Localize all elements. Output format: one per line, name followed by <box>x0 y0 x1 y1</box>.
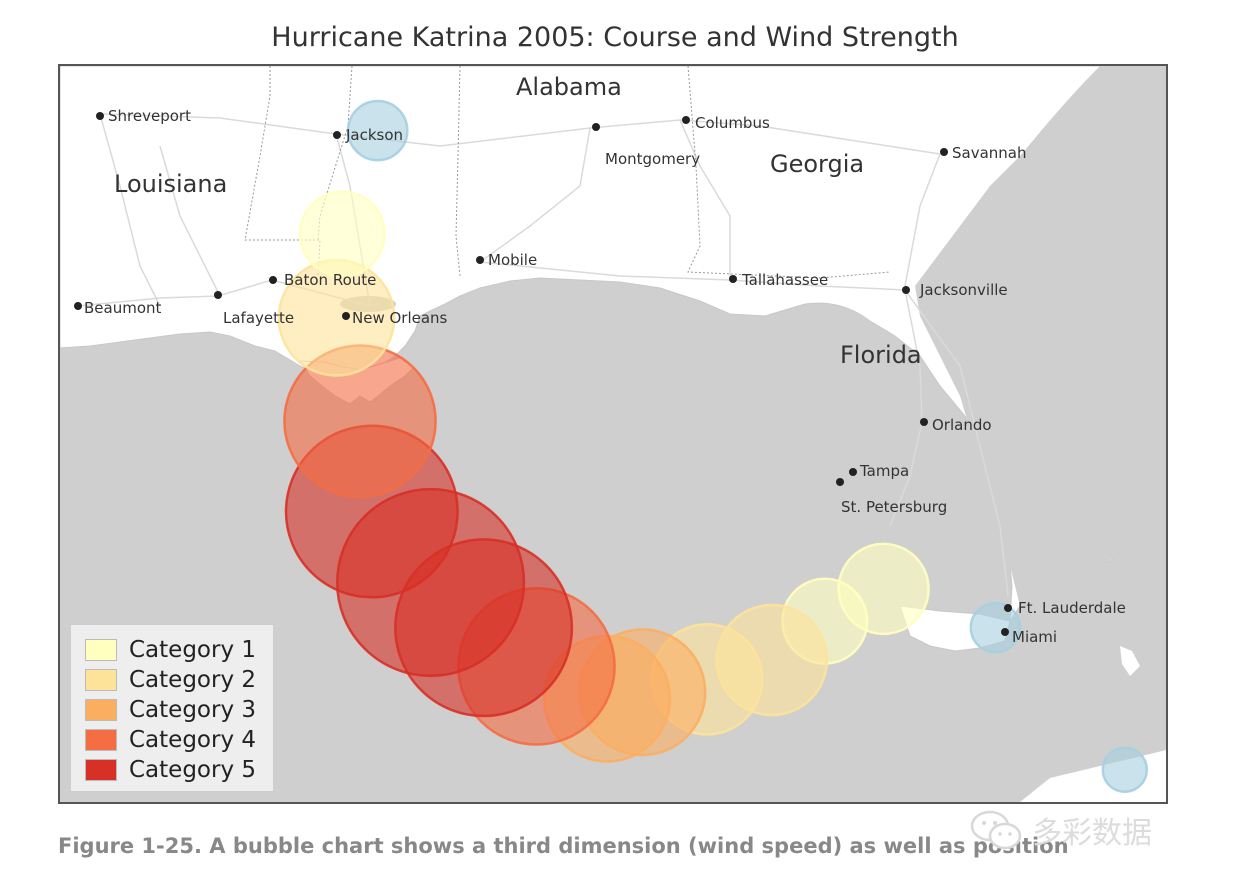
state-labels: Alabama Georgia Louisiana Florida <box>114 73 922 369</box>
city-dot-baton-route <box>269 276 277 284</box>
atlantic-ocean <box>915 66 1166 614</box>
city-label-ft-lauderdale: Ft. Lauderdale <box>1018 599 1126 617</box>
map-canvas[interactable]: Shreveport Jackson Montgomery Columbus S… <box>60 66 1166 802</box>
city-label-tampa: Tampa <box>859 462 909 480</box>
city-label-shreveport: Shreveport <box>108 107 191 125</box>
hurricane-bubble-15 <box>298 190 387 278</box>
state-label-georgia: Georgia <box>770 150 864 178</box>
city-label-miami: Miami <box>1012 628 1057 646</box>
hurricane-bubble-1 <box>1101 746 1149 793</box>
watermark: 多彩数据 <box>970 808 1210 852</box>
watermark-text: 多彩数据 <box>1032 816 1152 851</box>
city-dot-mobile <box>476 256 484 264</box>
city-dot-new-orleans <box>342 312 350 320</box>
city-dot-shreveport <box>96 112 104 120</box>
legend-item-category-5: Category 5 <box>85 755 256 785</box>
legend-swatch-category-5 <box>85 759 117 781</box>
hurricane-bubble-16 <box>346 99 409 162</box>
city-dot-tallahassee <box>729 275 737 283</box>
legend-item-category-4: Category 4 <box>85 725 256 755</box>
figure-caption: Figure 1-25. A bubble chart shows a thir… <box>58 834 1069 858</box>
state-label-louisiana: Louisiana <box>114 170 227 198</box>
legend-label-category-4: Category 4 <box>129 727 257 753</box>
city-dot-savannah <box>940 148 948 156</box>
city-label-jacksonville: Jacksonville <box>919 281 1008 299</box>
city-dot-beaumont <box>74 302 82 310</box>
lake-okeechobee <box>948 532 976 564</box>
legend-item-category-3: Category 3 <box>85 695 256 725</box>
city-dot-columbus <box>682 116 690 124</box>
city-dot-st-petersburg <box>836 478 844 486</box>
city-dot-orlando <box>920 418 928 426</box>
city-dot-tampa <box>849 468 857 476</box>
legend-label-category-5: Category 5 <box>129 757 257 783</box>
legend-swatch-category-1 <box>85 639 117 661</box>
legend-item-category-2: Category 2 <box>85 665 256 695</box>
hurricane-bubble-2 <box>969 601 1022 654</box>
city-label-baton-route: Baton Route <box>284 271 376 289</box>
legend-swatch-category-2 <box>85 669 117 691</box>
city-label-jackson: Jackson <box>345 126 403 144</box>
city-dot-jackson <box>333 131 341 139</box>
city-label-lafayette: Lafayette <box>223 309 294 327</box>
city-markers: Shreveport Jackson Montgomery Columbus S… <box>74 107 1126 646</box>
legend-swatch-category-4 <box>85 729 117 751</box>
legend: Category 1 Category 2 Category 3 Categor… <box>70 624 274 792</box>
wechat-icon <box>970 810 1022 850</box>
hurricane-track <box>277 99 1149 793</box>
chart-title: Hurricane Katrina 2005: Course and Wind … <box>271 22 959 53</box>
city-label-savannah: Savannah <box>952 144 1027 162</box>
legend-label-category-3: Category 3 <box>129 697 257 723</box>
legend-item-category-1: Category 1 <box>85 635 256 665</box>
city-label-mobile: Mobile <box>488 251 537 269</box>
state-label-florida: Florida <box>840 341 922 369</box>
state-label-alabama: Alabama <box>516 73 622 101</box>
city-label-beaumont: Beaumont <box>84 299 162 317</box>
bahamas <box>1120 646 1140 676</box>
city-dot-lafayette <box>214 291 222 299</box>
legend-swatch-category-3 <box>85 699 117 721</box>
city-label-tallahassee: Tallahassee <box>741 271 828 289</box>
city-label-st-petersburg: St. Petersburg <box>841 498 947 516</box>
city-dot-montgomery <box>592 123 600 131</box>
legend-label-category-2: Category 2 <box>129 667 257 693</box>
city-label-orlando: Orlando <box>932 416 992 434</box>
city-dot-ft-lauderdale <box>1004 604 1012 612</box>
city-label-montgomery: Montgomery <box>605 150 700 168</box>
city-label-columbus: Columbus <box>695 114 770 132</box>
city-dot-jacksonville <box>902 286 910 294</box>
city-dot-miami <box>1001 628 1009 636</box>
legend-label-category-1: Category 1 <box>129 637 257 663</box>
city-label-new-orleans: New Orleans <box>352 309 448 327</box>
